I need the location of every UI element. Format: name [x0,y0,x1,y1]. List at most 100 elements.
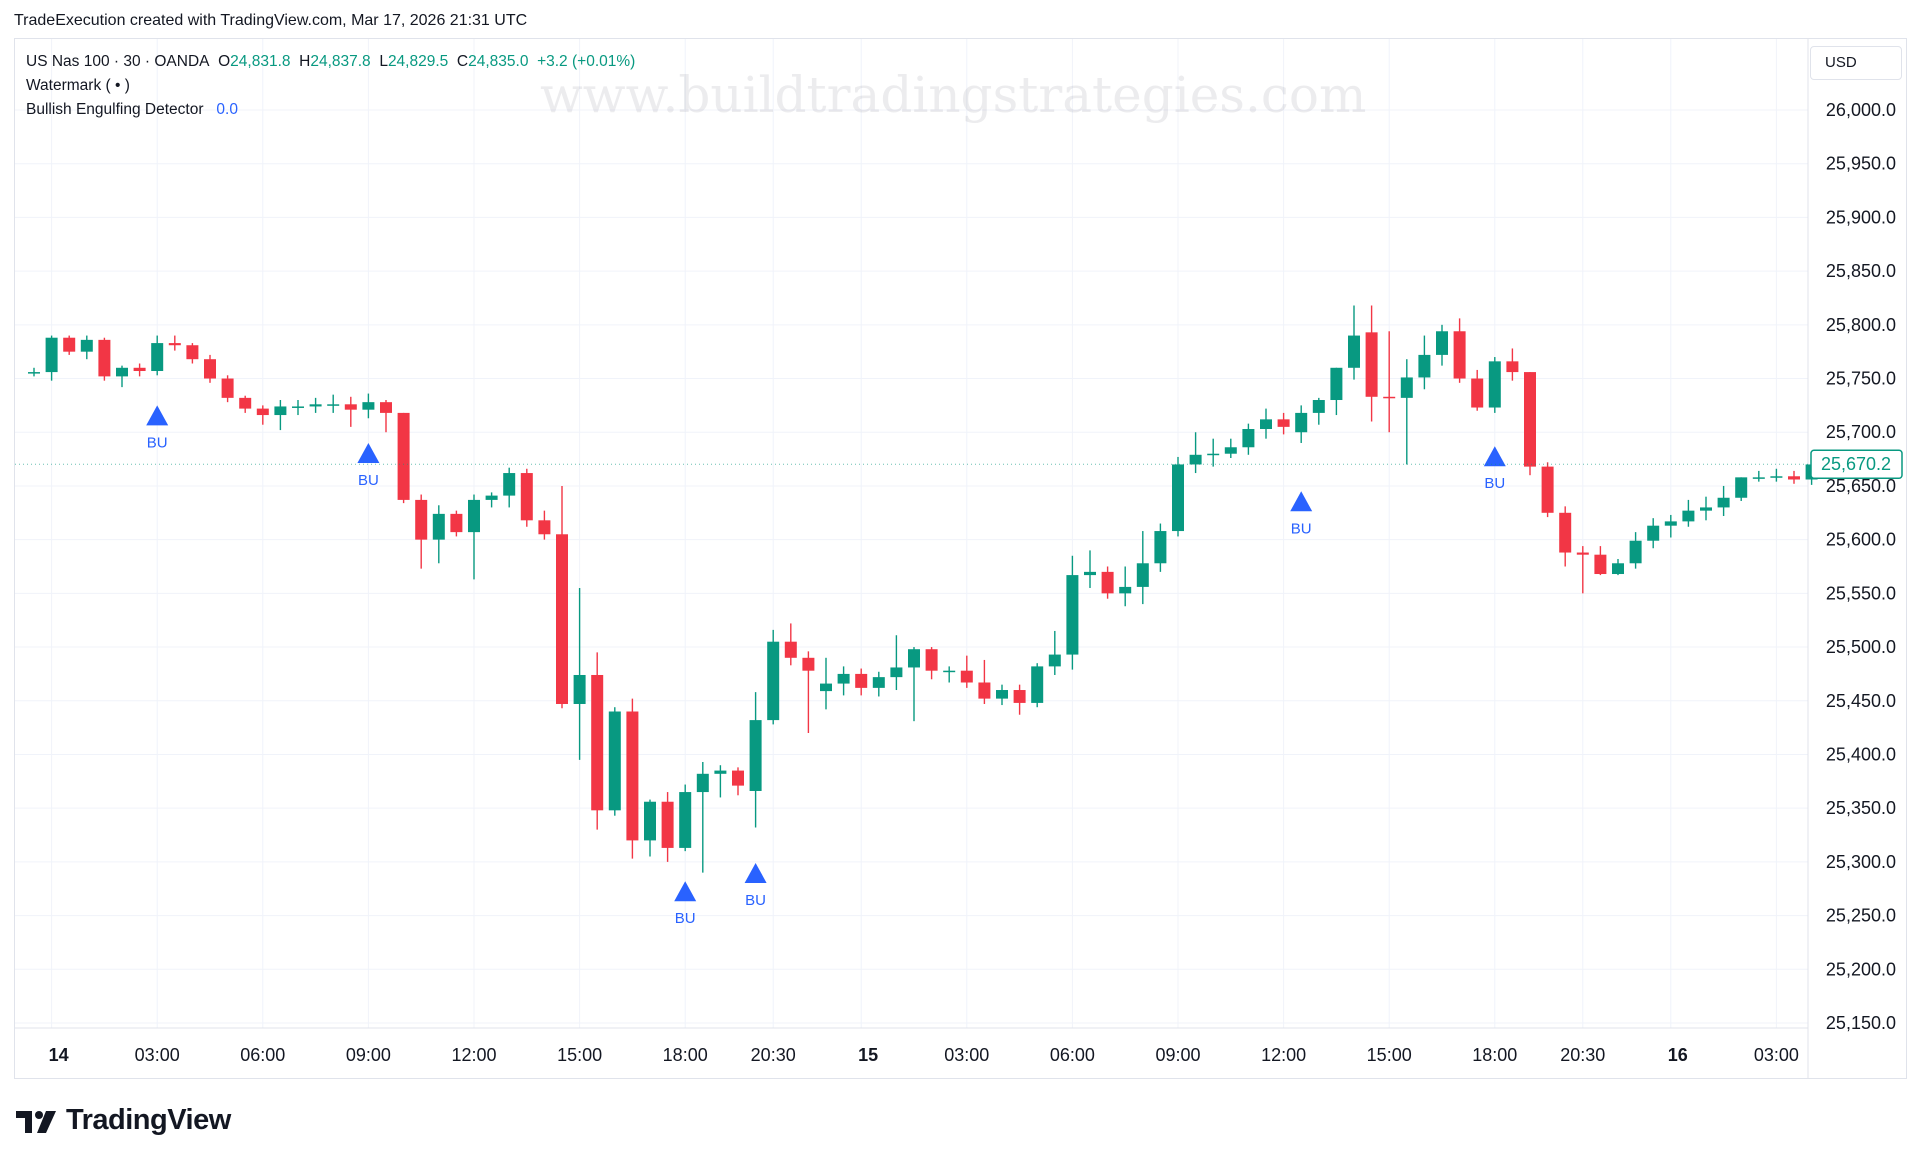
candle-body[interactable] [1224,447,1237,454]
candle-body[interactable] [450,513,463,533]
candle-body[interactable] [1594,554,1607,575]
candle-body[interactable] [1471,378,1484,408]
candle-body[interactable] [1506,361,1519,373]
candle-body[interactable] [344,404,357,410]
candle-body[interactable] [221,378,234,398]
candle-body[interactable] [1154,531,1167,564]
candle-body[interactable] [1788,476,1800,480]
candle-body[interactable] [1084,571,1096,576]
candle-body[interactable] [468,499,480,533]
candle-body[interactable] [1207,453,1220,456]
candle-body[interactable] [714,770,727,774]
candle-body[interactable] [397,412,410,500]
candle-body[interactable] [274,406,287,416]
candle-body[interactable] [556,534,568,704]
candle-body[interactable] [168,343,181,346]
candle-body[interactable] [1277,419,1290,427]
candle-body[interactable] [1717,497,1730,508]
bullish-engulfing-marker[interactable] [674,881,697,902]
candle-body[interactable] [309,404,322,407]
candle-body[interactable] [63,337,76,352]
legend-detector-indicator[interactable]: Bullish Engulfing Detector 0.0 [26,98,635,122]
candle-body[interactable] [679,792,692,848]
candle-body[interactable] [1770,476,1783,478]
candle-body[interactable] [1048,654,1061,667]
candle-body[interactable] [432,513,445,540]
candle-body[interactable] [485,495,498,500]
candle-body[interactable] [608,711,621,811]
candle-body[interactable] [1013,690,1026,703]
candle-body[interactable] [186,345,199,360]
legend-watermark-indicator[interactable]: Watermark ( • ) [26,74,635,98]
candle-body[interactable] [1559,512,1572,553]
candle-body[interactable] [45,337,58,373]
candle-body[interactable] [1119,586,1132,594]
candle-body[interactable] [749,720,762,791]
candle-body[interactable] [1629,540,1642,564]
bullish-engulfing-marker[interactable] [744,862,767,883]
candle-body[interactable] [1330,367,1343,401]
candle-body[interactable] [1066,575,1079,655]
candle-body[interactable] [1612,563,1624,575]
candle-body[interactable] [1365,332,1378,397]
candle-body[interactable] [520,473,533,521]
candle-body[interactable] [591,674,604,811]
candle-body[interactable] [133,367,146,372]
candle-body[interactable] [1436,331,1448,355]
candle-body[interactable] [1700,507,1712,511]
candle-body[interactable] [925,649,938,671]
candle-body[interactable] [1031,666,1044,703]
candle-body[interactable] [1400,377,1413,398]
candle-body[interactable] [784,641,797,658]
candle-body[interactable] [1136,563,1149,587]
candle-body[interactable] [802,657,815,671]
candle-body[interactable] [80,339,93,352]
candle-body[interactable] [1260,419,1272,430]
bullish-engulfing-marker[interactable] [357,442,380,463]
candle-body[interactable] [644,801,656,841]
candle-body[interactable] [151,343,164,372]
candle-body[interactable] [1101,571,1114,594]
candle-body[interactable] [1752,477,1765,479]
candle-body[interactable] [1682,510,1695,522]
bullish-engulfing-marker[interactable] [1483,446,1506,467]
candle-body[interactable] [256,408,269,416]
legend-symbol[interactable]: US Nas 100 · 30 · OANDA [26,53,210,70]
candle-body[interactable] [890,667,903,678]
candle-body[interactable] [204,359,216,379]
candle-body[interactable] [626,711,639,841]
candle-body[interactable] [1488,361,1501,408]
candle-body[interactable] [1418,354,1431,378]
candle-body[interactable] [978,682,991,699]
candle-body[interactable] [28,372,40,374]
candle-body[interactable] [943,670,956,673]
candle-body[interactable] [116,367,128,377]
candle-body[interactable] [960,670,973,683]
candle-body[interactable] [908,649,920,668]
bullish-engulfing-marker[interactable] [1290,491,1313,512]
candle-body[interactable] [538,520,551,535]
candle-body[interactable] [503,473,516,496]
candle-body[interactable] [1295,412,1308,433]
candle-body[interactable] [1312,400,1325,413]
candle-body[interactable] [380,402,392,413]
bullish-engulfing-marker[interactable] [146,405,169,426]
candle-body[interactable] [732,770,744,786]
candle-body[interactable] [1524,372,1536,467]
candle-body[interactable] [696,773,709,793]
candle-body[interactable] [1172,464,1184,532]
candle-body[interactable] [1242,429,1255,448]
candle-body[interactable] [1576,552,1589,555]
tradingview-logo[interactable]: TradingView [16,1104,231,1137]
candle-body[interactable] [820,683,832,692]
candle-body[interactable] [415,499,428,540]
candle-body[interactable] [292,406,304,408]
candle-body[interactable] [1189,454,1202,465]
candle-body[interactable] [1735,477,1748,498]
candle-body[interactable] [837,673,850,684]
candle-body[interactable] [1453,331,1466,379]
candle-body[interactable] [996,690,1008,699]
candle-body[interactable] [872,677,885,688]
candle-body[interactable] [1383,396,1396,399]
